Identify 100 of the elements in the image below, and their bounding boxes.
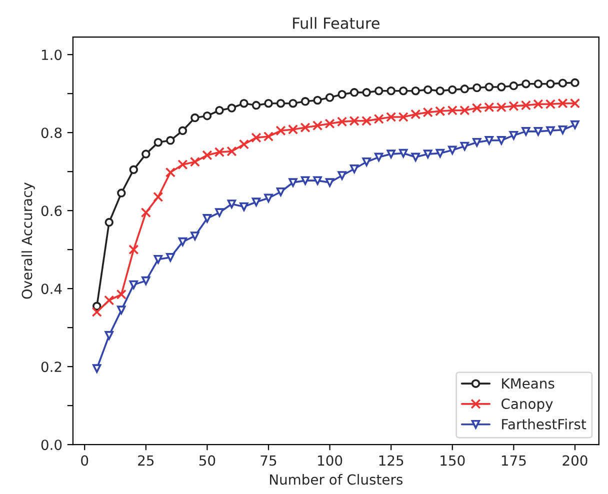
text: 1.0: [42, 50, 62, 60]
point: [423, 85, 432, 94]
point: [497, 82, 506, 92]
point: [460, 105, 470, 116]
point: [472, 83, 482, 92]
point: [92, 364, 102, 373]
point: [558, 98, 568, 108]
point: [448, 146, 457, 155]
point: [252, 198, 261, 206]
point: [240, 98, 248, 108]
point: [178, 160, 188, 170]
point: [288, 178, 298, 187]
point: [522, 79, 530, 88]
point: [411, 152, 420, 162]
x-tick-label: 100: [318, 455, 342, 466]
point: [264, 194, 273, 202]
point: [361, 116, 372, 126]
legend-label: Canopy: [502, 398, 553, 412]
point: [202, 214, 212, 223]
point: [214, 147, 225, 158]
point: [558, 78, 568, 88]
point: [472, 138, 482, 147]
point: [227, 200, 236, 208]
point: [238, 139, 250, 150]
point: [129, 165, 138, 174]
point: [533, 99, 544, 110]
point: [546, 126, 555, 136]
point: [104, 295, 114, 306]
y-tick-label: 0.6: [41, 206, 62, 216]
y-tick-label: 0.2: [41, 362, 62, 372]
point: [117, 188, 126, 198]
point: [300, 176, 310, 185]
legend-label: KMeans: [502, 378, 554, 389]
point: [374, 152, 384, 162]
point: [276, 188, 286, 196]
point: [460, 84, 470, 94]
point: [276, 98, 286, 108]
y-axis-title: Overall Accuracy: [21, 182, 35, 299]
point: [116, 289, 126, 300]
point: [178, 126, 188, 136]
point: [460, 142, 470, 151]
point: [545, 99, 556, 110]
point: [423, 150, 432, 158]
y-tick-label: 0.4: [41, 284, 62, 294]
legend-label: FarthestFirst: [502, 418, 586, 430]
point: [362, 88, 371, 97]
point: [215, 208, 224, 217]
point: [178, 237, 188, 246]
point: [522, 127, 530, 136]
point: [92, 306, 102, 318]
point: [570, 78, 580, 88]
point: [422, 107, 433, 118]
x-axis-title: Number of Clusters: [270, 474, 403, 485]
point: [508, 101, 519, 112]
point: [509, 130, 518, 140]
point: [447, 105, 458, 116]
point: [153, 192, 164, 202]
y-tick-label: 0.8: [41, 128, 62, 138]
point: [142, 276, 150, 286]
x-tick-label: 25: [138, 455, 154, 466]
x-tick-label: 125: [379, 455, 404, 466]
point: [336, 116, 348, 127]
point: [240, 202, 248, 212]
point: [142, 150, 150, 158]
point: [496, 102, 506, 112]
point: [202, 111, 212, 120]
chart-title: Full Feature: [293, 17, 380, 29]
text: 0.0: [41, 440, 62, 450]
point: [558, 125, 568, 134]
point: [398, 86, 408, 96]
point: [534, 127, 543, 136]
point: [190, 232, 200, 240]
x-tick-label: 200: [562, 455, 588, 466]
point: [154, 138, 163, 147]
point: [534, 79, 543, 88]
point: [435, 106, 446, 116]
point: [264, 98, 273, 108]
point: [202, 150, 212, 160]
point: [448, 85, 457, 94]
point: [325, 178, 334, 187]
point: [374, 86, 384, 96]
point: [104, 331, 114, 340]
point: [276, 126, 286, 136]
point: [190, 113, 200, 122]
point: [520, 100, 532, 110]
x-tick-label: 0: [81, 455, 88, 466]
point: [362, 157, 371, 166]
point: [411, 86, 420, 96]
point: [350, 164, 359, 174]
point: [398, 148, 408, 158]
point: [263, 131, 274, 142]
point: [398, 112, 408, 122]
point: [324, 118, 335, 129]
point: [386, 112, 396, 122]
point: [570, 120, 580, 130]
point: [128, 244, 139, 255]
point: [350, 88, 359, 97]
point: [313, 176, 322, 185]
point: [509, 81, 518, 90]
point: [410, 109, 421, 120]
